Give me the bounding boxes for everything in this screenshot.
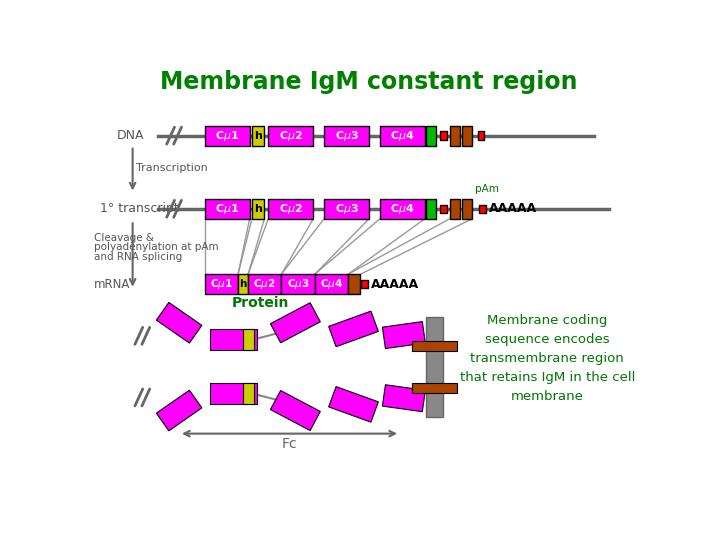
Text: C$\mu$3: C$\mu$3	[335, 129, 359, 143]
Bar	[238, 274, 248, 294]
Bar	[479, 205, 486, 213]
Text: C$\mu$2: C$\mu$2	[279, 129, 302, 143]
Bar	[439, 205, 446, 213]
Bar	[426, 126, 436, 146]
Text: Protein: Protein	[232, 296, 289, 310]
Text: AAAAA: AAAAA	[489, 202, 537, 215]
Text: Cleavage &: Cleavage &	[94, 233, 154, 243]
Bar	[382, 322, 426, 348]
Bar	[243, 383, 254, 404]
Bar	[361, 280, 368, 288]
Bar	[413, 383, 457, 393]
Bar	[348, 274, 361, 294]
Bar	[380, 126, 425, 146]
Bar	[204, 199, 250, 219]
Bar	[449, 199, 459, 219]
Bar	[210, 383, 256, 404]
Bar	[426, 316, 444, 417]
Bar	[315, 274, 348, 294]
Bar	[271, 303, 320, 343]
Bar	[477, 131, 485, 140]
Text: h: h	[239, 279, 247, 289]
Text: C$\mu$3: C$\mu$3	[335, 202, 359, 216]
Text: Membrane IgM constant region: Membrane IgM constant region	[161, 70, 577, 94]
Bar	[462, 126, 472, 146]
Text: 1° transcript: 1° transcript	[100, 202, 179, 215]
Text: pAm: pAm	[475, 184, 499, 194]
Bar	[210, 329, 256, 350]
Text: AAAAA: AAAAA	[372, 278, 420, 291]
Text: DNA: DNA	[117, 129, 145, 142]
Text: C$\mu$3: C$\mu$3	[287, 277, 310, 291]
Text: C$\mu$2: C$\mu$2	[253, 277, 276, 291]
Text: C$\mu$1: C$\mu$1	[215, 129, 239, 143]
Text: polyadenylation at pAm: polyadenylation at pAm	[94, 242, 218, 252]
Text: C$\mu$2: C$\mu$2	[279, 202, 302, 216]
Bar	[269, 126, 313, 146]
Text: h: h	[254, 131, 262, 140]
Text: and RNA splicing: and RNA splicing	[94, 252, 182, 261]
Bar	[282, 274, 315, 294]
Text: C$\mu$4: C$\mu$4	[390, 202, 415, 216]
Bar	[156, 390, 202, 431]
Bar	[156, 302, 202, 343]
Text: C$\mu$1: C$\mu$1	[210, 277, 233, 291]
Text: C$\mu$4: C$\mu$4	[320, 277, 343, 291]
Bar	[382, 384, 426, 411]
Bar	[243, 329, 254, 350]
Text: Fc: Fc	[282, 437, 297, 451]
Text: Transcription: Transcription	[137, 163, 208, 173]
Bar	[324, 126, 369, 146]
Text: C$\mu$4: C$\mu$4	[390, 129, 415, 143]
Bar	[271, 390, 320, 430]
Bar	[439, 131, 446, 140]
Bar	[204, 126, 250, 146]
Bar	[269, 199, 313, 219]
Bar	[328, 311, 378, 347]
Bar	[328, 387, 378, 422]
Text: C$\mu$1: C$\mu$1	[215, 202, 239, 216]
Bar	[449, 126, 459, 146]
Text: Membrane coding
sequence encodes
transmembrane region
that retains IgM in the ce: Membrane coding sequence encodes transme…	[459, 314, 635, 403]
Bar	[413, 341, 457, 351]
Text: h: h	[254, 204, 262, 214]
Bar	[380, 199, 425, 219]
Bar	[248, 274, 282, 294]
Bar	[204, 274, 238, 294]
Text: mRNA: mRNA	[94, 278, 130, 291]
Bar	[462, 199, 472, 219]
Bar	[252, 199, 264, 219]
Bar	[252, 126, 264, 146]
Bar	[426, 199, 436, 219]
Bar	[324, 199, 369, 219]
